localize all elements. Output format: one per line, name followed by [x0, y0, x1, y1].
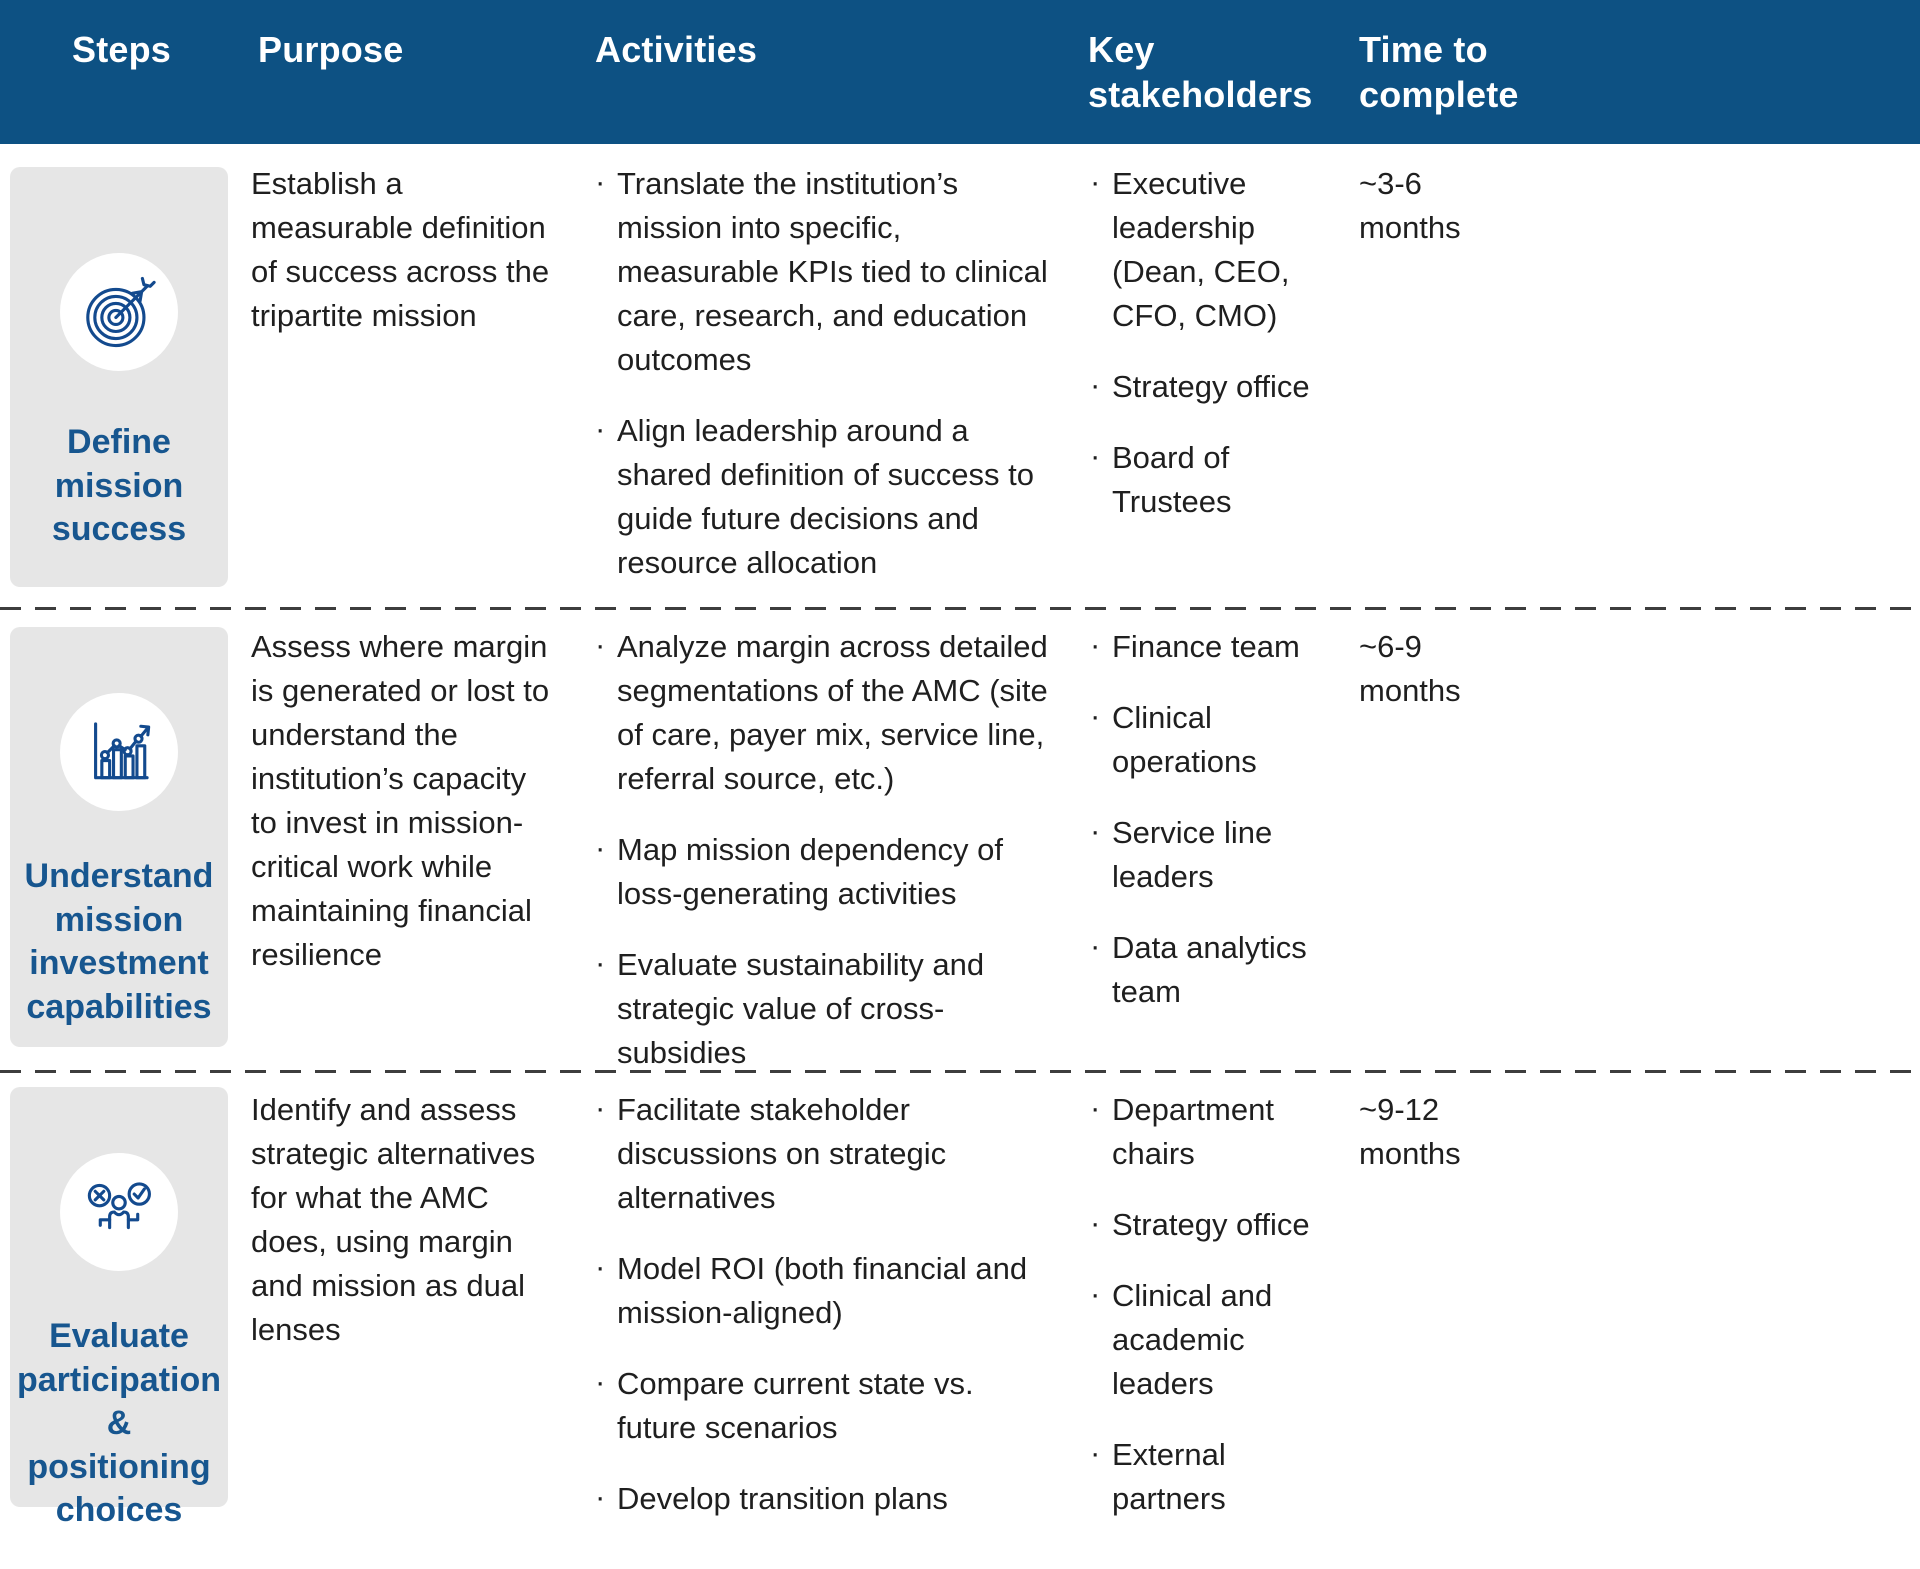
stakeholders-cell: Executive leadership (Dean, CEO, CFO, CM…	[1080, 144, 1348, 551]
stakeholder-item: Strategy office	[1088, 1201, 1338, 1247]
stakeholder-item: Finance team	[1088, 623, 1338, 669]
activities-list: Facilitate stakeholder discussions on st…	[593, 1086, 1060, 1521]
activity-item: Translate the institution’s mission into…	[593, 160, 1060, 382]
stakeholder-item: Data analytics team	[1088, 924, 1338, 1014]
purpose-cell: Identify and assess strategic alternativ…	[250, 1073, 575, 1352]
step-card: Evaluate participation & positioning cho…	[10, 1087, 228, 1529]
purpose-text: Identify and assess strategic alternativ…	[251, 1092, 536, 1348]
stakeholders-cell: Department chairs Strategy office Clinic…	[1080, 1073, 1348, 1548]
step-label: Define mission success	[51, 423, 187, 549]
column-header-key-stakeholders: Key stakeholders	[1088, 29, 1313, 115]
stakeholder-item: Clinical and academic leaders	[1088, 1272, 1338, 1406]
step-card: Define mission success	[10, 167, 228, 587]
table-header: Steps Purpose Activities Key stakeholder…	[0, 0, 1920, 144]
time-cell: ~3-6 months	[1348, 144, 1920, 250]
activity-item: Evaluate sustainability and strategic va…	[593, 941, 1060, 1075]
activities-cell: Facilitate stakeholder discussions on st…	[575, 1073, 1080, 1548]
column-header-purpose: Purpose	[258, 29, 404, 70]
column-header-steps: Steps	[72, 29, 172, 70]
stakeholders-list: Executive leadership (Dean, CEO, CFO, CM…	[1088, 160, 1338, 524]
bar-chart-trend-arrow-icon	[60, 693, 178, 811]
activity-item: Facilitate stakeholder discussions on st…	[593, 1086, 1060, 1220]
stakeholder-item: Service line leaders	[1088, 809, 1338, 899]
step-label: Evaluate participation & positioning cho…	[17, 1317, 222, 1530]
purpose-cell: Establish a measurable definition of suc…	[250, 144, 575, 338]
steps-cell: Define mission success	[0, 144, 250, 587]
stakeholder-item: Clinical operations	[1088, 694, 1338, 784]
activity-item: Model ROI (both financial and mission-al…	[593, 1245, 1060, 1335]
table-row: Understand mission investment capabiliti…	[0, 610, 1920, 1070]
time-to-complete: ~3-6 months	[1359, 166, 1461, 246]
stakeholder-item: Board of Trustees	[1088, 434, 1338, 524]
purpose-cell: Assess where margin is generated or lost…	[250, 610, 575, 977]
activity-item: Analyze margin across detailed segmentat…	[593, 623, 1060, 801]
step-card: Understand mission investment capabiliti…	[10, 627, 228, 1047]
dashed-row-divider	[0, 607, 1920, 610]
stakeholders-list: Department chairs Strategy office Clinic…	[1088, 1086, 1338, 1521]
stakeholder-item: Department chairs	[1088, 1086, 1338, 1176]
time-to-complete: ~9-12 months	[1359, 1092, 1461, 1172]
target-bullseye-arrow-icon	[60, 253, 178, 371]
activities-cell: Analyze margin across detailed segmentat…	[575, 610, 1080, 1102]
activity-item: Map mission dependency of loss-generatin…	[593, 826, 1060, 916]
stakeholder-item: External partners	[1088, 1431, 1338, 1521]
table-row: Evaluate participation & positioning cho…	[0, 1073, 1920, 1569]
purpose-text: Assess where margin is generated or lost…	[251, 629, 550, 973]
activities-list: Translate the institution’s mission into…	[593, 160, 1060, 585]
table-row: Define mission success Establish a measu…	[0, 144, 1920, 607]
column-header-activities: Activities	[595, 29, 758, 70]
activities-list: Analyze margin across detailed segmentat…	[593, 623, 1060, 1075]
steps-cell: Understand mission investment capabiliti…	[0, 610, 250, 1047]
column-header-time-to-complete: Time to complete	[1359, 29, 1519, 115]
time-to-complete: ~6-9 months	[1359, 629, 1461, 709]
stakeholders-cell: Finance team Clinical operations Service…	[1080, 610, 1348, 1041]
people-decision-check-cross-icon	[60, 1153, 178, 1271]
stakeholders-list: Finance team Clinical operations Service…	[1088, 623, 1338, 1014]
steps-cell: Evaluate participation & positioning cho…	[0, 1073, 250, 1529]
time-cell: ~9-12 months	[1348, 1073, 1920, 1176]
activity-item: Compare current state vs. future scenari…	[593, 1360, 1060, 1450]
purpose-text: Establish a measurable definition of suc…	[251, 166, 550, 334]
activity-item: Develop transition plans	[593, 1475, 1060, 1521]
activities-cell: Translate the institution’s mission into…	[575, 144, 1080, 612]
stakeholder-item: Executive leadership (Dean, CEO, CFO, CM…	[1088, 160, 1338, 338]
time-cell: ~6-9 months	[1348, 610, 1920, 713]
step-label: Understand mission investment capabiliti…	[24, 857, 214, 1026]
activity-item: Align leadership around a shared definit…	[593, 407, 1060, 585]
stakeholder-item: Strategy office	[1088, 363, 1338, 409]
